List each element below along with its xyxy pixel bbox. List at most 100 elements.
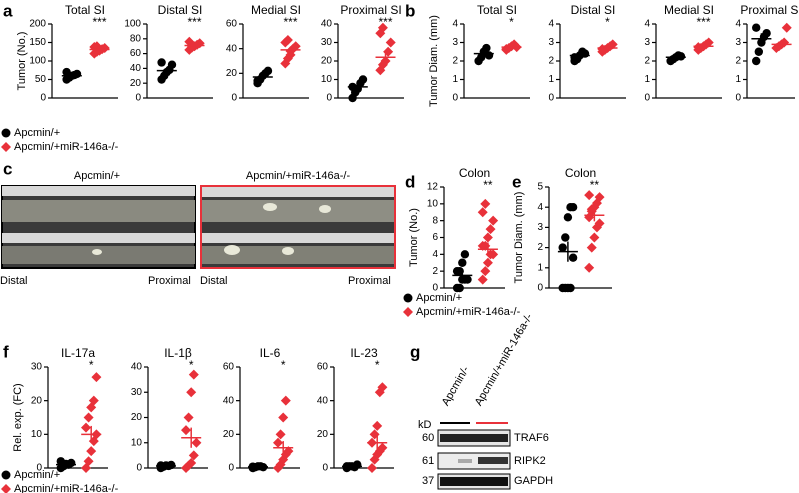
- data-point: [88, 395, 99, 406]
- significance: *: [375, 358, 380, 372]
- y-tick-label: 10: [321, 74, 333, 85]
- tumor: [92, 249, 102, 255]
- y-tick-label: 40: [223, 395, 235, 406]
- y-tick-label: 12: [427, 182, 439, 193]
- band: [458, 459, 472, 463]
- data-point: [191, 437, 202, 448]
- y-tick-label: 20: [321, 56, 333, 67]
- legend-label: Apcmin/+: [14, 127, 60, 139]
- data-point: [186, 387, 197, 398]
- y-tick-label: 200: [29, 19, 46, 30]
- data-point: [597, 43, 608, 54]
- y-tick-label: 20: [130, 78, 142, 89]
- ruler: [2, 186, 195, 196]
- data-point: [594, 192, 605, 203]
- data-point: [594, 218, 605, 229]
- legend-marker: [403, 293, 413, 303]
- data-point: [278, 412, 289, 423]
- data-point: [477, 274, 488, 285]
- data-point: [181, 425, 191, 436]
- data-point: [568, 253, 578, 262]
- data-point: [480, 198, 491, 209]
- y-tick-label: 10: [131, 437, 143, 448]
- y-tick-label: 60: [223, 362, 235, 373]
- y-tick-label: 0: [136, 463, 142, 474]
- chart-title: Distal SI: [571, 3, 616, 17]
- data-point: [584, 190, 595, 201]
- end-label: Proximal: [348, 275, 391, 287]
- significance: *: [509, 15, 514, 29]
- data-point: [72, 69, 82, 79]
- panel-letter: a: [3, 1, 13, 20]
- size-label: 61: [422, 455, 434, 467]
- y-tick-label: 30: [31, 362, 43, 373]
- data-point: [377, 22, 388, 33]
- band: [440, 434, 508, 442]
- tissue: [2, 200, 195, 222]
- y-tick-label: 1: [548, 74, 554, 85]
- data-point: [482, 232, 493, 243]
- y-tick-label: 10: [31, 429, 43, 440]
- data-point: [186, 457, 197, 468]
- panel-letter: f: [3, 342, 9, 361]
- y-axis-label: Rel. exp. (FC): [12, 383, 24, 451]
- photo-panel: Apcmin/+ Apcmin/+miR-146a-/- Distal Prox…: [0, 170, 396, 287]
- y-axis-label: Tumor Diam. (mm): [428, 15, 440, 107]
- significance: ***: [284, 15, 298, 29]
- y-tick-label: 1: [735, 74, 741, 85]
- legend-label: Apcmin/+: [14, 469, 60, 481]
- data-point: [477, 207, 488, 218]
- tumor: [282, 247, 294, 255]
- panel-letter: b: [405, 1, 415, 20]
- y-axis-label: Tumor (No.): [16, 32, 28, 91]
- y-tick-label: 20: [31, 395, 43, 406]
- band: [440, 477, 508, 486]
- y-tick-label: 40: [321, 19, 333, 30]
- y-tick-label: 0: [231, 93, 237, 104]
- y-tick-label: 100: [124, 19, 141, 30]
- y-tick-label: 60: [317, 362, 329, 373]
- chart-title: Distal SI: [158, 3, 203, 17]
- y-tick-label: 3: [452, 37, 458, 48]
- data-point: [460, 250, 470, 259]
- data-point: [253, 76, 262, 85]
- data-point: [589, 232, 600, 243]
- y-tick-label: 40: [317, 395, 329, 406]
- legend-label: Apcmin/+: [416, 292, 462, 304]
- y-axis-label: Tumor (No.): [408, 208, 420, 267]
- data-point: [383, 46, 394, 57]
- tissue: [202, 200, 394, 222]
- data-point: [188, 369, 199, 380]
- y-tick-label: 4: [644, 19, 650, 30]
- significance: *: [189, 358, 194, 372]
- data-point: [183, 412, 194, 423]
- data-point: [385, 37, 396, 48]
- data-point: [94, 45, 105, 56]
- y-tick-label: 4: [735, 19, 741, 30]
- y-tick-label: 0: [322, 463, 328, 474]
- end-label: Distal: [0, 275, 28, 287]
- data-point: [372, 420, 383, 431]
- data-point: [561, 233, 570, 242]
- significance: **: [483, 178, 493, 192]
- data-point: [377, 442, 388, 453]
- y-tick-label: 0: [644, 93, 650, 104]
- data-point: [463, 275, 472, 284]
- significance: *: [281, 358, 286, 372]
- data-point: [482, 257, 493, 268]
- ruler: [2, 233, 195, 243]
- y-tick-label: 50: [35, 74, 47, 85]
- lane-label: Apcmin/+miR-146a-/-: [473, 311, 536, 408]
- band: [478, 457, 508, 464]
- y-tick-label: 1: [644, 74, 650, 85]
- y-tick-label: 10: [427, 198, 439, 209]
- y-tick-label: 0: [228, 463, 234, 474]
- chart-title: IL-6: [260, 346, 281, 360]
- y-tick-label: 0: [735, 93, 741, 104]
- data-point: [568, 203, 578, 212]
- data-point: [580, 49, 590, 58]
- y-tick-label: 0: [40, 93, 46, 104]
- data-point: [676, 52, 686, 61]
- data-point: [275, 429, 286, 440]
